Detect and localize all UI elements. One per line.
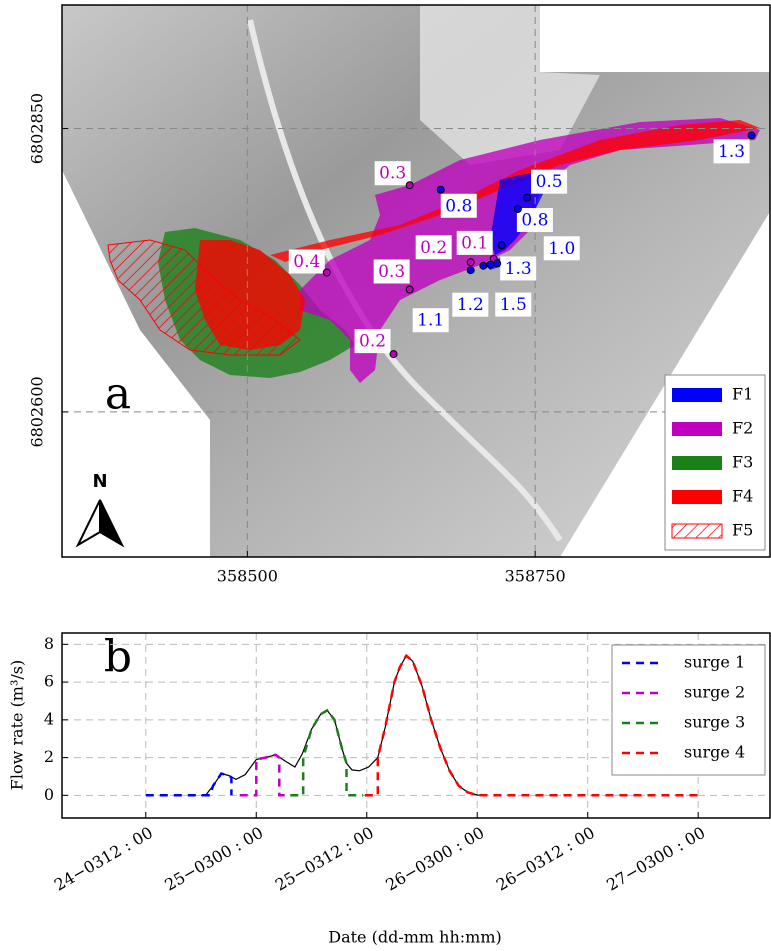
y-tick-label: 8: [44, 634, 54, 653]
point-label: 0.2: [359, 332, 386, 352]
legend-label: surge 3: [684, 713, 745, 732]
x-axis-label: Date (dd-mm hh:mm): [328, 928, 502, 947]
legend-label: surge 4: [684, 743, 745, 762]
point-label: 0.5: [536, 172, 563, 192]
point: [480, 262, 487, 269]
point: [467, 267, 474, 274]
flow-line: [201, 656, 486, 796]
x-tick-label: 27−0300 : 00: [603, 823, 708, 895]
point-label: 1.1: [417, 311, 444, 331]
point: [406, 182, 413, 189]
x-tick-label: 25−0312 : 00: [272, 823, 377, 895]
figure: a b Date (dd-mm hh:mm) Flow rate (m³/s) …: [0, 0, 771, 951]
point-label: 1.2: [457, 295, 484, 315]
legend-label: F3: [732, 453, 753, 472]
north-arrow: N: [78, 471, 122, 545]
surge-line: [146, 774, 232, 796]
point-label: 0.4: [293, 252, 320, 272]
point: [487, 261, 494, 268]
point: [494, 260, 501, 267]
point: [748, 132, 755, 139]
y-tick-label: 6802600: [28, 376, 47, 447]
legend-label: surge 1: [684, 653, 745, 672]
point-label: 1.0: [548, 239, 575, 259]
y-tick-label: 0: [44, 785, 54, 804]
x-tick-label: 24−0312 : 00: [51, 823, 156, 895]
point-label: 0.2: [420, 238, 447, 258]
y-tick-label: 4: [44, 709, 54, 728]
surge-line: [290, 710, 363, 795]
point: [498, 242, 505, 249]
point: [524, 194, 531, 201]
point-label: 1.5: [500, 295, 527, 315]
x-tick-label: 358750: [505, 567, 566, 586]
legend-swatch: [672, 524, 722, 538]
point-label: 0.8: [521, 211, 548, 231]
point-label: 1.3: [505, 259, 532, 279]
point: [437, 186, 444, 193]
legend-swatch: [672, 456, 722, 470]
legend-label: surge 2: [684, 683, 745, 702]
point: [514, 206, 521, 213]
legend-label: F1: [732, 385, 753, 404]
legend-label: F2: [732, 419, 753, 438]
north-label: N: [92, 471, 107, 492]
legend-label: F5: [732, 521, 753, 540]
page: a b Date (dd-mm hh:mm) Flow rate (m³/s) …: [0, 0, 771, 951]
point-label: 1.3: [718, 142, 745, 162]
point: [390, 351, 397, 358]
y-tick-label: 2: [44, 747, 54, 766]
y-tick-label: 6802850: [28, 93, 47, 164]
legend-swatch: [672, 490, 722, 504]
point-label: 0.8: [445, 196, 472, 216]
point-label: 0.3: [378, 262, 405, 282]
point-label: 0.1: [461, 233, 488, 253]
x-tick-label: 25−0300 : 00: [161, 823, 266, 895]
legend-label: F4: [732, 487, 753, 506]
north-arrow-right: [100, 500, 122, 545]
panel-label: b: [104, 632, 132, 683]
x-tick-label: 26−0300 : 00: [382, 823, 487, 895]
point: [406, 286, 413, 293]
x-tick-label: 358500: [217, 567, 278, 586]
surge-line: [240, 755, 290, 796]
point: [467, 259, 474, 266]
north-arrow-left: [78, 500, 100, 545]
legend-swatch: [672, 422, 722, 436]
point-label: 0.3: [379, 164, 406, 184]
y-tick-label: 6: [44, 672, 54, 691]
point: [323, 269, 330, 276]
y-axis-label: Flow rate (m³/s): [8, 660, 27, 790]
legend-swatch: [672, 388, 722, 402]
x-tick-label: 26−0312 : 00: [493, 823, 598, 895]
